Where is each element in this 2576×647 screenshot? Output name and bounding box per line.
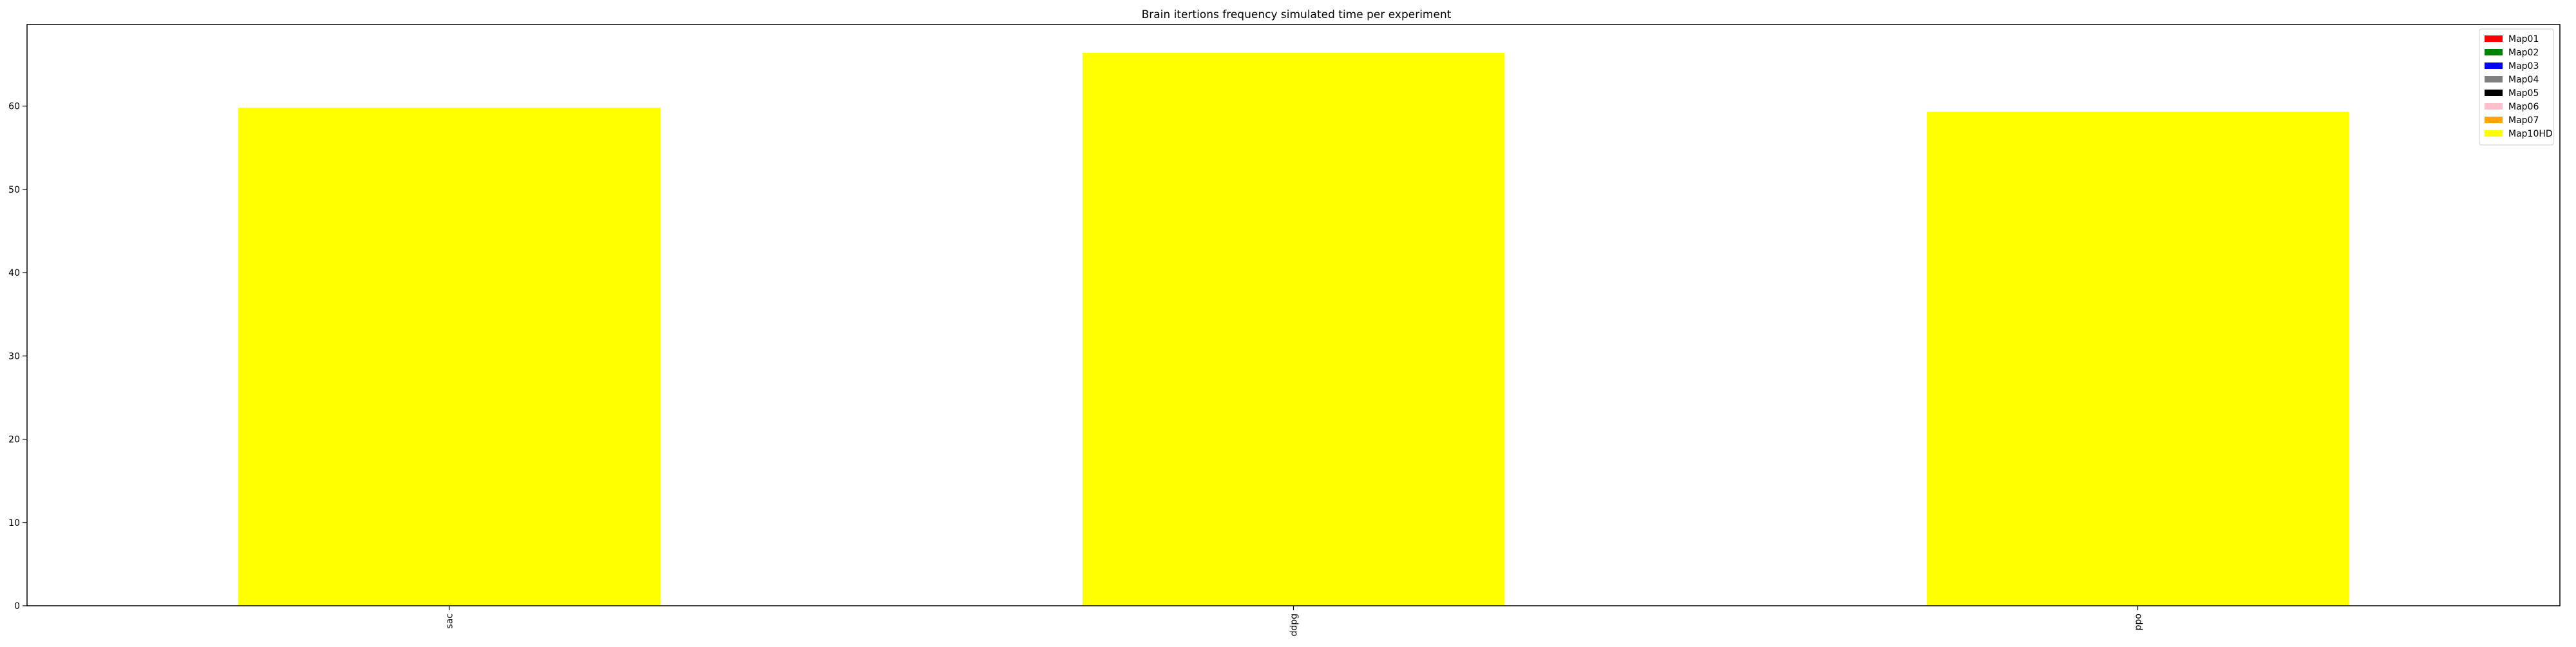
legend-label-map03: Map03 [2508, 61, 2539, 72]
legend-swatch-map07 [2485, 117, 2503, 123]
legend-label-map04: Map04 [2508, 75, 2539, 85]
legend-label-map10hd: Map10HD [2508, 129, 2553, 139]
legend-label-map02: Map02 [2508, 48, 2539, 58]
legend-swatch-map02 [2485, 49, 2503, 55]
legend-box [2479, 28, 2554, 146]
y-axis: 0 10 20 30 40 50 60 [8, 102, 27, 612]
y-tick-label: 60 [8, 102, 20, 112]
legend-label-map05: Map05 [2508, 88, 2539, 99]
legend-label-map07: Map07 [2508, 115, 2539, 126]
y-tick-label: 50 [8, 185, 20, 195]
legend-swatch-map01 [2485, 35, 2503, 42]
y-tick-label: 40 [8, 268, 20, 278]
y-tick-label: 30 [8, 351, 20, 362]
legend-swatch-map03 [2485, 63, 2503, 69]
legend-swatch-map05 [2485, 90, 2503, 96]
bar-sac-map10hd [238, 108, 661, 606]
x-tick-label-sac: sac [445, 613, 455, 629]
x-axis: sac ddpg ppo [445, 606, 2144, 637]
y-tick-label: 20 [8, 435, 20, 445]
bar-ddpg-map10hd [1082, 52, 1505, 606]
legend-swatch-map10hd [2485, 130, 2503, 137]
x-tick-label-ppo: ppo [2134, 613, 2144, 630]
bars-layer [238, 52, 2349, 606]
legend-label-map01: Map01 [2508, 34, 2539, 44]
y-tick-label: 0 [14, 601, 20, 612]
bar-ppo-map10hd [1926, 111, 2349, 606]
x-tick-label-ddpg: ddpg [1289, 613, 1300, 637]
legend-swatch-map06 [2485, 103, 2503, 110]
legend-swatch-map04 [2485, 76, 2503, 82]
legend-label-map06: Map06 [2508, 102, 2539, 112]
y-tick-label: 10 [8, 518, 20, 528]
chart-title: Brain itertions frequency simulated time… [1142, 8, 1452, 21]
legend: Map01 Map02 Map03 Map04 Map05 Map06 Map07 Map10… [2479, 28, 2554, 146]
